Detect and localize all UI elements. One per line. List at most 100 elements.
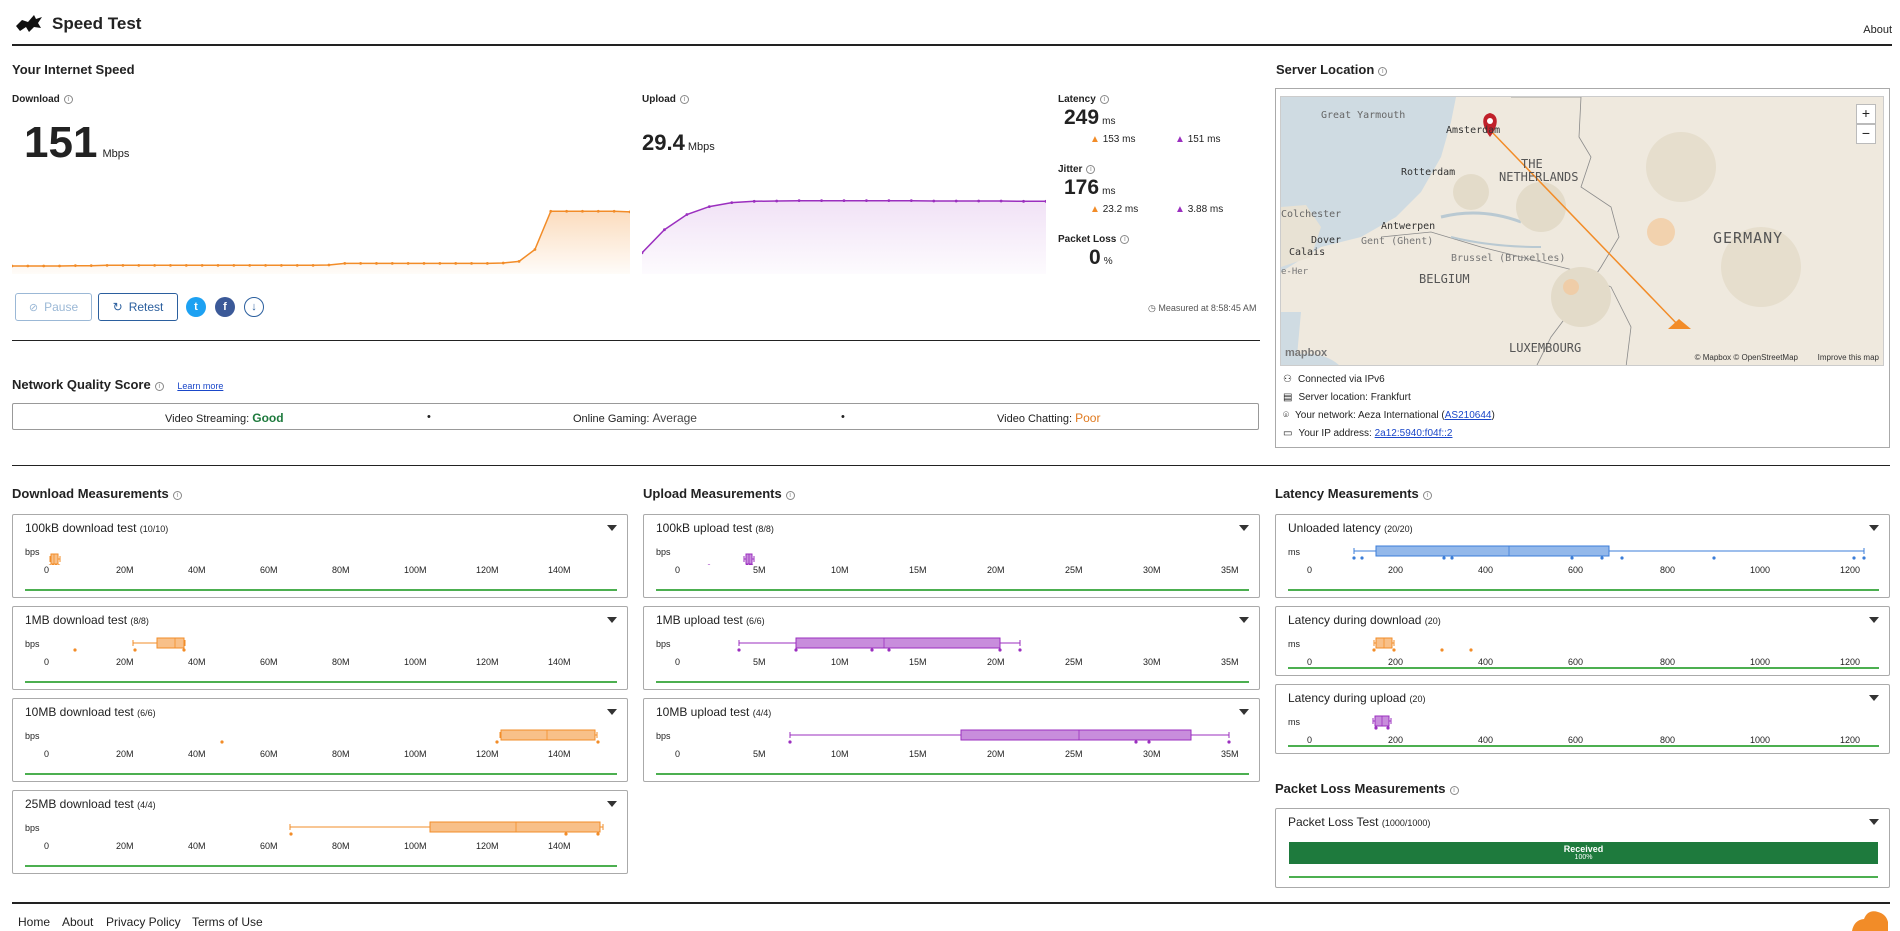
data-point [216,263,220,267]
latency-test-card: Latency during download (20) ms 0 200 400 600… [1275,606,1890,676]
chevron-down-icon[interactable] [607,617,617,623]
axis-tick-label: 600 [1568,735,1584,745]
chevron-down-icon[interactable] [607,801,617,807]
upload-speed-chart [642,199,1046,274]
asn-link[interactable]: AS210644 [1444,410,1492,421]
data-point [1442,556,1446,560]
data-point [438,261,442,265]
info-icon[interactable]: i [172,491,182,500]
download-label: Download i [12,94,73,105]
jitter-label: Jitter i [1058,164,1096,175]
chevron-down-icon[interactable] [607,709,617,715]
upload-speed: 29.4 Mbps [642,130,715,155]
data-point [58,264,61,268]
download-test-card: 100kB download test (10/10) bps 0 20M 40M 60M… [12,514,628,598]
info-icon[interactable]: i [1378,67,1388,76]
axis-tick-label: 200 [1388,735,1404,745]
axis-tick-label: 600 [1568,657,1584,667]
jitter-down: ▲ 23.2 ms [1090,204,1139,215]
map-attribution[interactable]: © Mapbox © OpenStreetMap [1694,353,1798,362]
footer-home-link[interactable]: Home [18,915,51,929]
data-point [581,209,584,213]
axis-tick-label: 140M [548,657,571,667]
data-point [359,261,363,265]
packet-loss-received-bar: Received 100% [1289,842,1878,864]
ip-link[interactable]: 2a12:5940:f04f::2 [1374,428,1453,439]
measured-time: ◷ Measured at 8:58:45 AM [1148,303,1257,313]
footer-privacy-link[interactable]: Privacy Policy [106,915,181,929]
chevron-down-icon[interactable] [1869,617,1879,623]
axis-tick-label: 60M [260,565,278,575]
data-point [232,263,236,267]
received-percent: 100% [1574,854,1593,861]
box-plot [707,553,755,565]
chevron-down-icon[interactable] [1869,525,1879,531]
footer-terms-link[interactable]: Terms of Use [192,915,263,929]
card-baseline [1288,667,1879,669]
axis-tick-label: 800 [1660,657,1676,667]
map-label: Brussel (Bruxelles) [1451,253,1566,264]
info-icon[interactable]: i [679,95,689,104]
data-point [1712,556,1716,560]
zoom-out-button[interactable]: − [1856,124,1876,144]
info-icon[interactable]: i [1086,165,1096,174]
learn-more-link[interactable]: Learn more [177,381,224,391]
data-point [788,740,792,744]
axis-tick-label: 400 [1478,657,1494,667]
latency-value: 249 ms [1064,106,1116,129]
map-label: Great Yarmouth [1321,110,1406,121]
data-point [57,564,61,565]
chevron-down-icon[interactable] [1239,709,1249,715]
axis-tick-label: 25M [1065,749,1083,759]
retest-button[interactable]: ↻ Retest [98,293,178,321]
info-icon[interactable]: i [1099,95,1109,104]
header-about-link[interactable]: About [1863,24,1892,36]
twitter-share-icon[interactable]: t [186,297,206,317]
latency-test-title: Latency during download (20) [1288,613,1441,627]
info-icon[interactable]: i [154,382,164,391]
chevron-down-icon[interactable] [607,525,617,531]
mapbox-logo[interactable]: mapbox [1285,347,1328,359]
chevron-down-icon[interactable] [1239,525,1249,531]
your-network: ⌾ Your network: Aeza International (AS210… [1283,410,1495,421]
axis-tick-label: 5M [753,749,766,759]
app-title: Speed Test [52,14,142,33]
box-plot [48,553,61,565]
info-icon[interactable]: i [785,491,795,500]
footer-about-link[interactable]: About [62,915,94,929]
download-test-title: 1MB download test (8/8) [25,613,149,627]
data-point [596,740,600,744]
improve-map-link[interactable]: Improve this map [1817,353,1879,362]
app-header: Speed Test About [12,0,1892,46]
download-results-icon[interactable]: ↓ [244,297,264,317]
chevron-down-icon[interactable] [1869,819,1879,825]
download-test-card: 1MB download test (8/8) bps 0 20M 40M 60M 80M 1… [12,606,628,690]
axis-tick-label: 0 [1307,565,1313,575]
zoom-in-button[interactable]: + [1856,104,1876,124]
chevron-down-icon[interactable] [1869,695,1879,701]
data-point [454,261,458,265]
unit-label: bps [25,823,40,833]
server-map[interactable]: Great Yarmouth Amsterdam THE NETHERLANDS… [1280,96,1884,366]
axis-tick-label: 140M [548,565,571,575]
pause-button[interactable]: ⊘ Pause [15,293,92,321]
axis-tick-label: 100M [404,749,427,759]
axis-tick-label: 30M [1143,749,1161,759]
axis-tick-label: 1200 [1840,735,1861,745]
map-label: Calais [1289,247,1326,258]
axis-tick-label: 40M [188,841,206,851]
info-icon[interactable]: i [1449,786,1459,795]
chevron-down-icon[interactable] [1239,617,1249,623]
axis-tick-label: 0 [675,749,681,759]
data-point [549,209,553,213]
facebook-share-icon[interactable]: f [215,297,235,317]
download-line [12,210,630,267]
unit-label: ms [1288,717,1300,727]
info-icon[interactable]: i [1120,235,1130,244]
download-speed: 151 Mbps [24,118,130,167]
info-icon[interactable]: i [1422,491,1432,500]
axis-tick-label: 60M [260,841,278,851]
axis-tick-label: 25M [1065,657,1083,667]
info-icon[interactable]: i [63,95,73,104]
axis-tick-label: 15M [909,657,927,667]
